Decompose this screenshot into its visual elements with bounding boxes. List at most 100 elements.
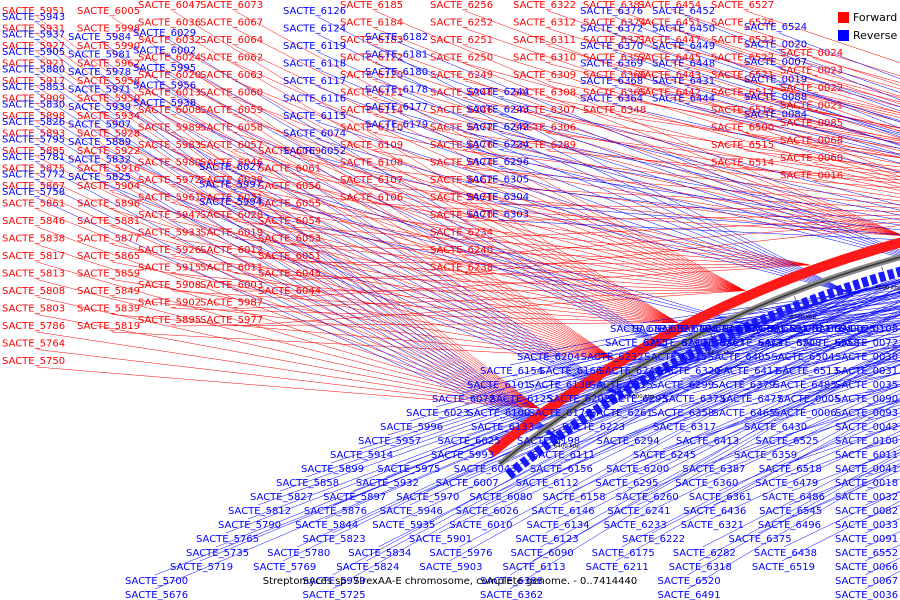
reverse-connector xyxy=(572,345,900,492)
reverse-gene-label: SACTE_5899 xyxy=(301,464,364,475)
reverse-gene-label: SACTE_5834 xyxy=(348,548,411,559)
forward-gene-label: SACTE_5898 xyxy=(2,111,65,122)
reverse-connector xyxy=(102,95,627,399)
reverse-connector xyxy=(781,501,900,562)
reverse-connector xyxy=(36,162,563,441)
reverse-connector xyxy=(710,430,900,520)
reverse-gene-label: SACTE_6296 xyxy=(466,157,529,168)
reverse-gene-label: SACTE_6448 xyxy=(652,59,715,70)
reverse-gene-label: SACTE_0017 xyxy=(768,324,831,335)
forward-connector xyxy=(172,220,678,323)
forward-connector xyxy=(374,150,900,236)
reverse-gene-label: SACTE_6327 xyxy=(633,324,696,335)
reverse-connector xyxy=(167,108,692,362)
forward-gene-label: SACTE_5859 xyxy=(77,269,140,280)
reverse-connector xyxy=(449,309,900,562)
forward-gene-label: SACTE_6012 xyxy=(200,245,263,256)
forward-connector xyxy=(745,80,900,116)
reverse-gene-label: SACTE_6115 xyxy=(283,111,346,122)
reverse-connector xyxy=(686,69,900,134)
reverse-gene-label: SACTE_6465 xyxy=(712,408,775,419)
forward-connector xyxy=(111,16,615,359)
map-caption: Streptomyces sp. SirexAA-E chromosome, c… xyxy=(262,576,638,587)
forward-connector xyxy=(36,296,540,409)
reverse-connector xyxy=(500,202,900,236)
forward-connector xyxy=(36,139,540,409)
forward-connector xyxy=(464,98,900,191)
forward-connector xyxy=(547,80,900,158)
reverse-gene-label: SACTE_5938 xyxy=(133,98,196,109)
forward-gene-label: SACTE_6063 xyxy=(200,70,263,81)
reverse-gene-label: SACTE_5790 xyxy=(218,520,281,531)
reverse-connector xyxy=(645,380,900,492)
scale-tick-label: 6500 kbp xyxy=(629,394,655,400)
forward-gene-label: SACTE_5908 xyxy=(138,280,201,291)
reverse-connector xyxy=(500,220,900,241)
reverse-gene-label: SACTE_5735 xyxy=(186,548,249,559)
reverse-gene-label: SACTE_5975 xyxy=(377,464,440,475)
scale-tick-label: 6400 kbp xyxy=(554,444,580,450)
reverse-connector xyxy=(791,449,900,492)
reverse-connector xyxy=(102,147,627,399)
reverse-gene-label: SACTE_6479 xyxy=(755,478,818,489)
reverse-gene-label: SACTE_6202 xyxy=(547,394,610,405)
forward-gene-label: SACTE_5980 xyxy=(138,158,201,169)
reverse-connector xyxy=(763,404,900,450)
reverse-gene-label: SACTE_6321 xyxy=(681,520,744,531)
reverse-gene-label: SACTE_6243 xyxy=(466,105,529,116)
reverse-connector xyxy=(749,315,900,338)
reverse-gene-label: SACTE_6290 xyxy=(643,338,706,349)
reverse-connector xyxy=(36,57,563,441)
reverse-gene-label: SACTE_5889 xyxy=(68,137,131,148)
forward-gene-label: SACTE_5877 xyxy=(77,234,140,245)
reverse-connector xyxy=(332,287,867,576)
forward-connector xyxy=(745,63,900,103)
forward-connector xyxy=(36,104,540,409)
reverse-connector xyxy=(500,150,900,221)
reverse-gene-label: SACTE_0032 xyxy=(835,492,898,503)
forward-connector xyxy=(111,191,615,359)
forward-gene-label: SACTE_6451 xyxy=(638,18,701,29)
reverse-gene-label: SACTE_6180 xyxy=(365,67,428,78)
reverse-gene-label: SACTE_6080 xyxy=(469,492,532,503)
forward-gene-track xyxy=(487,237,900,458)
reverse-gene-label: SACTE_6156 xyxy=(530,464,593,475)
forward-connector xyxy=(745,10,900,64)
reverse-gene-label: SACTE_5907 xyxy=(68,120,131,131)
reverse-gene-label: SACTE_6198 xyxy=(517,436,580,447)
reverse-gene-label: SACTE_5901 xyxy=(409,534,472,545)
forward-gene-label: SACTE_5950 xyxy=(77,94,140,105)
forward-gene-label: SACTE_6371 xyxy=(583,35,646,46)
reverse-gene-label: SACTE_6112 xyxy=(516,478,579,489)
reverse-connector xyxy=(102,60,627,399)
forward-gene-label: SACTE_6526 xyxy=(711,18,774,29)
reverse-connector xyxy=(619,325,900,408)
forward-gene-label: SACTE_5990 xyxy=(77,41,140,52)
forward-connector xyxy=(234,168,745,291)
forward-gene-label: SACTE_6058 xyxy=(200,123,263,134)
reverse-gene-label: SACTE_6116 xyxy=(283,94,346,105)
reverse-connector xyxy=(399,42,900,251)
reverse-gene-label: SACTE_5995 xyxy=(133,63,196,74)
forward-gene-label: SACTE_5921 xyxy=(2,59,65,70)
forward-gene-label: SACTE_6374 xyxy=(583,18,646,29)
reverse-gene-label: SACTE_6117 xyxy=(283,76,346,87)
forward-gene-label: SACTE_6517 xyxy=(711,88,774,99)
forward-gene-label: SACTE_5926 xyxy=(138,245,201,256)
forward-gene-label: SACTE_5998 xyxy=(77,24,140,35)
forward-gene-label: SACTE_6019 xyxy=(200,228,263,239)
reverse-connector xyxy=(247,321,775,520)
forward-connector xyxy=(111,34,615,359)
reverse-gene-label: SACTE_6294 xyxy=(597,436,660,447)
reverse-connector xyxy=(317,69,851,294)
forward-gene-label: SACTE_5881 xyxy=(77,216,140,227)
reverse-connector xyxy=(778,67,900,107)
forward-gene-label: SACTE_6183 xyxy=(340,35,403,46)
reverse-gene-label: SACTE_6027 xyxy=(199,162,262,173)
reverse-connector xyxy=(485,313,900,506)
reverse-connector xyxy=(438,300,900,534)
reverse-connector xyxy=(621,397,900,548)
reverse-gene-label: SACTE_6010 xyxy=(449,520,512,531)
forward-connector xyxy=(672,63,900,118)
forward-gene-label: SACTE_6185 xyxy=(340,0,403,11)
